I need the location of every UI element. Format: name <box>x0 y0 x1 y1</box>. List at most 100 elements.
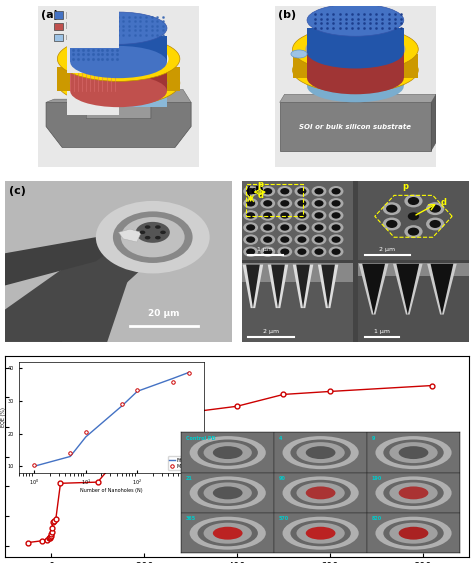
Polygon shape <box>293 265 313 308</box>
Ellipse shape <box>70 46 167 78</box>
Ellipse shape <box>57 60 180 105</box>
Ellipse shape <box>243 186 258 196</box>
Polygon shape <box>271 265 285 308</box>
Ellipse shape <box>246 248 255 255</box>
Bar <box>246 184 303 216</box>
Ellipse shape <box>429 204 441 213</box>
Polygon shape <box>46 102 191 148</box>
Ellipse shape <box>328 222 344 233</box>
Ellipse shape <box>311 234 327 245</box>
Text: 20 μm: 20 μm <box>148 309 180 318</box>
Text: (b): (b) <box>278 11 296 20</box>
Ellipse shape <box>331 248 341 255</box>
Polygon shape <box>321 265 335 308</box>
Ellipse shape <box>294 222 310 233</box>
Ellipse shape <box>57 36 180 82</box>
Bar <box>404 54 418 78</box>
Ellipse shape <box>307 4 404 36</box>
Ellipse shape <box>328 198 344 208</box>
Ellipse shape <box>260 222 275 233</box>
Ellipse shape <box>70 38 167 70</box>
Polygon shape <box>431 94 436 151</box>
Polygon shape <box>296 265 310 308</box>
Ellipse shape <box>69 41 169 77</box>
Ellipse shape <box>294 198 310 208</box>
Bar <box>358 263 469 342</box>
Ellipse shape <box>246 212 255 218</box>
Text: 1 μm: 1 μm <box>374 329 390 334</box>
Ellipse shape <box>155 225 161 229</box>
Bar <box>242 263 353 342</box>
Ellipse shape <box>314 248 324 255</box>
Ellipse shape <box>263 212 272 218</box>
Ellipse shape <box>246 224 255 231</box>
Bar <box>118 36 167 62</box>
Ellipse shape <box>136 222 170 243</box>
Polygon shape <box>118 229 141 242</box>
Ellipse shape <box>307 54 404 86</box>
Polygon shape <box>362 264 385 315</box>
Ellipse shape <box>307 32 404 66</box>
Ellipse shape <box>328 186 344 196</box>
Polygon shape <box>427 264 457 315</box>
Ellipse shape <box>328 234 344 245</box>
Text: d: d <box>441 198 447 207</box>
Ellipse shape <box>426 217 444 230</box>
Ellipse shape <box>113 211 192 263</box>
Polygon shape <box>67 35 118 73</box>
Ellipse shape <box>70 75 167 107</box>
Ellipse shape <box>331 212 341 218</box>
Ellipse shape <box>314 224 324 231</box>
Ellipse shape <box>307 36 404 69</box>
Text: SOI or bulk silicon substrate: SOI or bulk silicon substrate <box>300 123 411 129</box>
Ellipse shape <box>314 236 324 243</box>
Ellipse shape <box>263 248 272 255</box>
Polygon shape <box>318 265 338 308</box>
Ellipse shape <box>160 231 166 234</box>
Ellipse shape <box>280 188 289 194</box>
Text: d: d <box>257 191 264 200</box>
Polygon shape <box>246 265 260 308</box>
Ellipse shape <box>292 47 418 93</box>
Ellipse shape <box>311 186 327 196</box>
Bar <box>242 263 353 282</box>
Bar <box>358 263 469 276</box>
Ellipse shape <box>263 188 272 194</box>
Text: p: p <box>257 180 263 189</box>
Polygon shape <box>67 9 118 47</box>
Ellipse shape <box>70 65 167 101</box>
Ellipse shape <box>297 248 307 255</box>
Polygon shape <box>268 265 288 308</box>
Polygon shape <box>280 94 436 102</box>
Polygon shape <box>359 264 388 315</box>
Ellipse shape <box>277 210 292 221</box>
Ellipse shape <box>305 52 405 88</box>
Ellipse shape <box>121 217 185 257</box>
Ellipse shape <box>307 70 404 102</box>
Ellipse shape <box>70 12 167 44</box>
Ellipse shape <box>408 227 419 236</box>
Ellipse shape <box>305 30 405 68</box>
Bar <box>307 28 404 52</box>
Bar <box>54 34 63 41</box>
Bar <box>70 36 118 62</box>
Ellipse shape <box>297 188 307 194</box>
Text: 2 μm: 2 μm <box>263 329 279 334</box>
Ellipse shape <box>277 186 292 196</box>
Ellipse shape <box>280 224 289 231</box>
Ellipse shape <box>260 247 275 257</box>
Ellipse shape <box>277 222 292 233</box>
Ellipse shape <box>145 225 150 229</box>
Ellipse shape <box>408 197 419 205</box>
Ellipse shape <box>280 248 289 255</box>
Ellipse shape <box>331 188 341 194</box>
Ellipse shape <box>263 200 272 207</box>
Ellipse shape <box>408 212 419 220</box>
Ellipse shape <box>145 236 150 239</box>
Polygon shape <box>50 261 130 342</box>
Polygon shape <box>280 102 431 151</box>
Ellipse shape <box>96 201 210 274</box>
Ellipse shape <box>70 65 167 101</box>
Ellipse shape <box>311 247 327 257</box>
Ellipse shape <box>314 212 324 218</box>
